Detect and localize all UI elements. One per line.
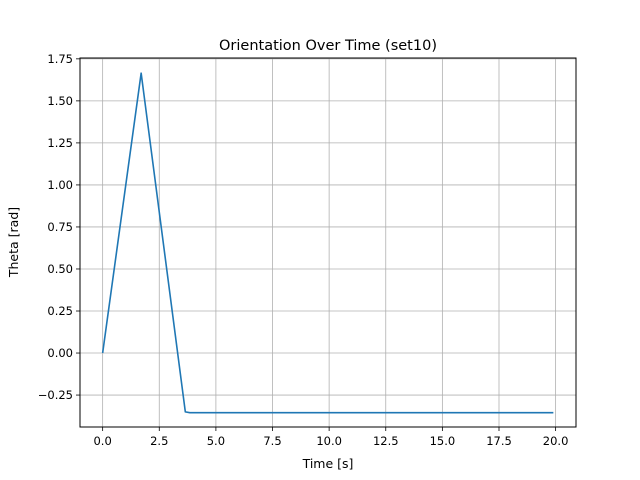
chart-title: Orientation Over Time (set10) bbox=[219, 38, 437, 54]
x-tick-label: 0.0 bbox=[93, 434, 111, 448]
x-ticks: 0.0 2.5 5.0 7.5 10.0 12.5 15.0 17.5 20.0 bbox=[93, 427, 568, 448]
y-tick-label: 1.50 bbox=[47, 94, 73, 108]
x-tick-label: 2.5 bbox=[150, 434, 168, 448]
y-axis-label: Theta [rad] bbox=[6, 207, 21, 278]
x-tick-label: 15.0 bbox=[430, 434, 456, 448]
grid-lines bbox=[80, 58, 576, 427]
x-tick-label: 10.0 bbox=[316, 434, 342, 448]
x-tick-label: 7.5 bbox=[263, 434, 281, 448]
y-ticks: −0.25 0.00 0.25 0.50 0.75 1.00 1.25 1.50 1.75 bbox=[38, 52, 80, 402]
y-tick-label: 1.25 bbox=[47, 136, 73, 150]
x-tick-label: 17.5 bbox=[486, 434, 512, 448]
x-tick-label: 20.0 bbox=[543, 434, 569, 448]
x-tick-label: 5.0 bbox=[207, 434, 225, 448]
y-tick-label: 0.00 bbox=[47, 346, 73, 360]
y-tick-label: 0.25 bbox=[47, 304, 73, 318]
axes-frame bbox=[79, 57, 577, 428]
y-tick-label: 1.75 bbox=[47, 52, 73, 66]
x-tick-label: 12.5 bbox=[373, 434, 399, 448]
y-tick-label: 1.00 bbox=[47, 178, 73, 192]
x-axis-label: Time [s] bbox=[302, 456, 354, 471]
y-tick-label: 0.75 bbox=[47, 220, 73, 234]
series-line-group bbox=[101, 72, 554, 414]
y-tick-label: −0.25 bbox=[38, 388, 73, 402]
y-tick-label: 0.50 bbox=[47, 262, 73, 276]
series-line bbox=[101, 72, 554, 414]
